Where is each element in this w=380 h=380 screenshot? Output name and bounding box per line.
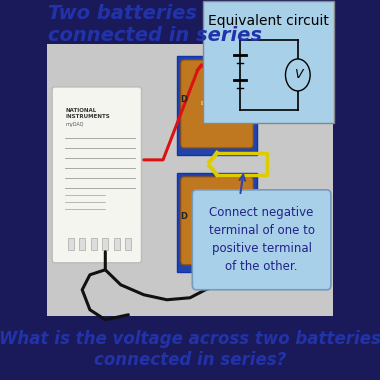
- Text: Connect negative
terminal of one to
positive terminal
of the other.: Connect negative terminal of one to posi…: [209, 206, 315, 273]
- FancyBboxPatch shape: [181, 60, 253, 148]
- Circle shape: [285, 59, 310, 91]
- FancyBboxPatch shape: [102, 238, 108, 250]
- FancyBboxPatch shape: [203, 1, 334, 123]
- Text: Equivalent circuit: Equivalent circuit: [208, 14, 329, 28]
- FancyBboxPatch shape: [125, 238, 131, 250]
- FancyBboxPatch shape: [114, 238, 120, 250]
- FancyBboxPatch shape: [177, 56, 257, 155]
- Text: D: D: [180, 212, 187, 221]
- FancyBboxPatch shape: [91, 238, 97, 250]
- Text: myDAQ: myDAQ: [65, 122, 84, 127]
- Text: ALKALINE: ALKALINE: [205, 111, 229, 116]
- Text: V: V: [294, 68, 302, 81]
- FancyBboxPatch shape: [52, 87, 141, 263]
- Text: D: D: [180, 95, 187, 104]
- Text: DURACELL: DURACELL: [201, 101, 233, 106]
- FancyBboxPatch shape: [177, 173, 257, 272]
- Text: NATIONAL
INSTRUMENTS: NATIONAL INSTRUMENTS: [65, 108, 110, 119]
- FancyBboxPatch shape: [79, 238, 85, 250]
- Text: ALKALINE: ALKALINE: [205, 228, 229, 233]
- FancyBboxPatch shape: [47, 44, 333, 316]
- FancyBboxPatch shape: [181, 177, 253, 265]
- FancyBboxPatch shape: [68, 238, 74, 250]
- Text: What is the voltage across two batteries
connected in series?: What is the voltage across two batteries…: [0, 330, 380, 369]
- Text: Two batteries
connected in series: Two batteries connected in series: [48, 4, 262, 45]
- FancyBboxPatch shape: [192, 190, 331, 290]
- Text: DURACELL: DURACELL: [201, 218, 233, 223]
